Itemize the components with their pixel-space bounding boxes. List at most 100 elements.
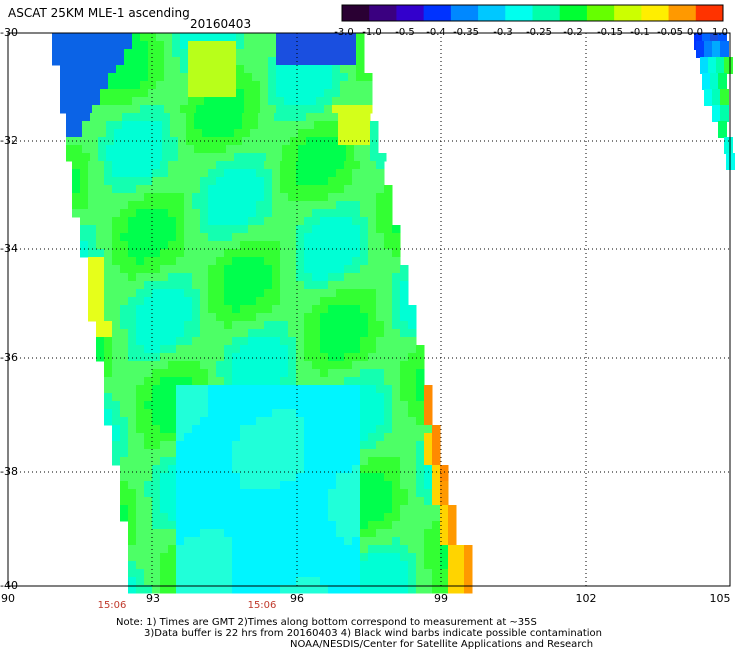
swath-cell (144, 521, 153, 530)
swath-cell (76, 41, 85, 50)
swath-cell (156, 57, 165, 66)
swath-cell (456, 561, 465, 570)
swath-cell (272, 537, 281, 546)
swath-cell (252, 33, 261, 42)
swath-cell (242, 121, 251, 130)
swath-cell (232, 177, 241, 186)
swath-cell (216, 289, 225, 298)
swath-cell (432, 441, 441, 450)
swath-cell (108, 57, 117, 66)
swath-cell (320, 249, 329, 258)
swath-cell (168, 545, 177, 554)
swath-cell (340, 33, 349, 42)
swath-cell (232, 305, 241, 314)
swath-cell (168, 169, 177, 178)
swath-cell (272, 505, 281, 514)
swath-cell (352, 481, 361, 490)
swath-cell (184, 529, 193, 538)
swath-cell (244, 65, 253, 74)
swath-cell (160, 529, 169, 538)
swath-cell (160, 337, 169, 346)
swath-cell (168, 449, 177, 458)
swath-cell (336, 369, 345, 378)
swath-cell (248, 401, 257, 410)
swath-cell (136, 225, 145, 234)
swath-cell (136, 337, 145, 346)
swath-cell (376, 577, 385, 586)
swath-cell (288, 441, 297, 450)
swath-cell (336, 449, 345, 458)
swath-cell (240, 585, 249, 594)
swath-cell (338, 153, 347, 162)
swath-cell (448, 521, 457, 530)
swath-cell (162, 129, 171, 138)
swath-cell (376, 321, 385, 330)
swath-cell (232, 545, 241, 554)
swath-cell (76, 89, 85, 98)
swath-cell (352, 281, 361, 290)
swath-cell (210, 137, 219, 146)
swath-cell (120, 361, 129, 370)
swath-cell (136, 433, 145, 442)
swath-cell (264, 249, 273, 258)
swath-cell (236, 105, 245, 114)
swath-cell (200, 233, 209, 242)
swath-cell (296, 361, 305, 370)
swath-cell (208, 465, 217, 474)
swath-cell (392, 297, 401, 306)
swath-cell (300, 89, 309, 98)
swath-cell (168, 353, 177, 362)
swath-cell (408, 417, 417, 426)
swath-cell (184, 577, 193, 586)
swath-cell (192, 473, 201, 482)
swath-cell (256, 481, 265, 490)
swath-cell (100, 41, 109, 50)
swath-cell (408, 449, 417, 458)
swath-cell (344, 457, 353, 466)
swath-cell (140, 49, 149, 58)
swath-cell (328, 433, 337, 442)
swath-cell (332, 65, 341, 74)
swath-cell (308, 33, 317, 42)
swath-cell (200, 473, 209, 482)
swath-cell (208, 169, 217, 178)
swath-cell (304, 313, 313, 322)
swath-cell (104, 337, 113, 346)
swath-cell (248, 177, 257, 186)
swath-cell (176, 305, 185, 314)
swath-cell (264, 225, 273, 234)
swath-cell (192, 457, 201, 466)
swath-cell (336, 409, 345, 418)
swath-cell (144, 537, 153, 546)
swath-cell (112, 417, 121, 426)
swath-cell (268, 65, 277, 74)
swath-cell (136, 505, 145, 514)
swath-cell (152, 337, 161, 346)
swath-cell (240, 401, 249, 410)
swath-cell (192, 241, 201, 250)
swath-cell (256, 361, 265, 370)
swath-cell (320, 505, 329, 514)
swath-cell (304, 305, 313, 314)
swath-cell (194, 129, 203, 138)
swath-cell (376, 505, 385, 514)
swath-cell (224, 393, 233, 402)
lat-lon-grid (8, 33, 730, 586)
swath-cell (224, 489, 233, 498)
swath-cell (392, 233, 401, 242)
swath-cell (324, 73, 333, 82)
swath-cell (384, 489, 393, 498)
swath-cell (344, 177, 353, 186)
swath-cell (376, 385, 385, 394)
swath-cell (368, 489, 377, 498)
swath-cell (112, 321, 121, 330)
swath-cell (256, 273, 265, 282)
swath-cell (424, 529, 433, 538)
swath-cell (384, 545, 393, 554)
swath-cell (296, 209, 305, 218)
swath-cell (352, 241, 361, 250)
swath-cell (116, 105, 125, 114)
swath-cell (320, 521, 329, 530)
swath-cell (304, 393, 313, 402)
swath-cell (392, 337, 401, 346)
